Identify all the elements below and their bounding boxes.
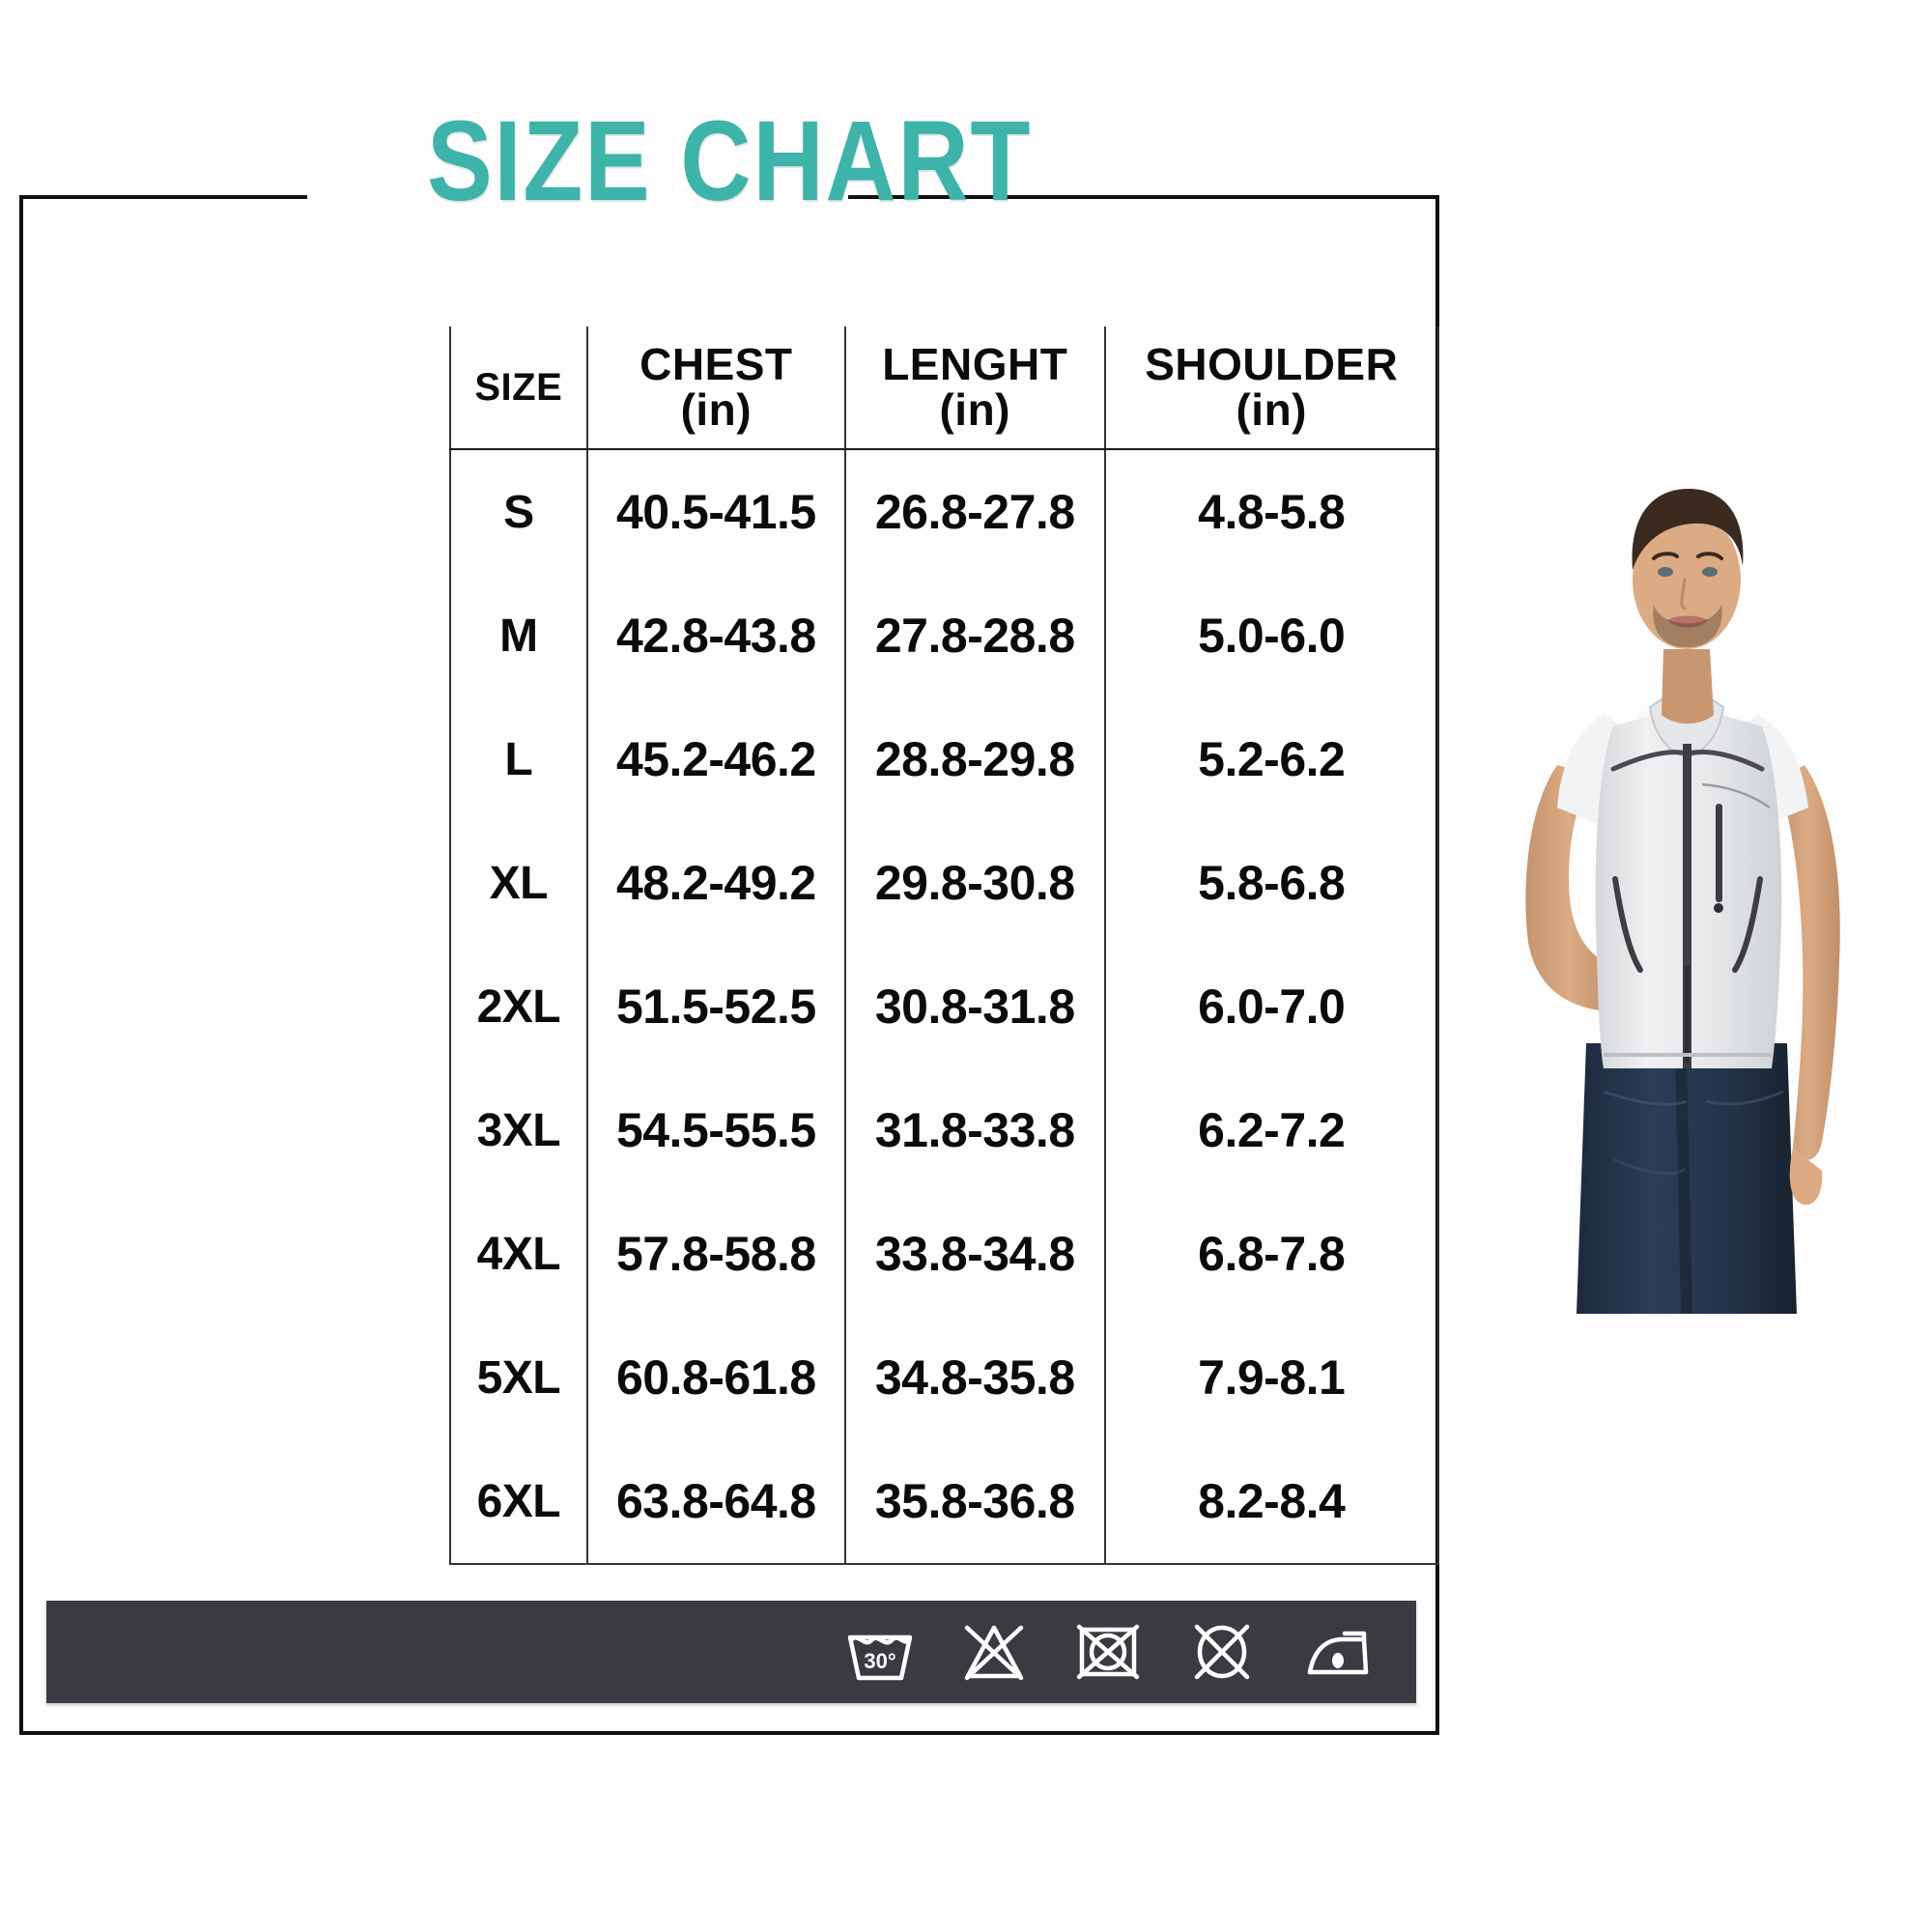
column-header-shoulder: SHOULDER (in)	[1103, 327, 1439, 450]
cell-size: L	[449, 697, 587, 821]
cell-size: M	[449, 574, 587, 697]
table-row: 6XL 63.8-64.8 35.8-36.8 8.2-8.4	[449, 1439, 1439, 1565]
column-header-chest-label: CHEST	[639, 339, 793, 390]
model-head	[1632, 489, 1744, 649]
cell-chest: 40.5-41.5	[585, 449, 845, 574]
table-row: 3XL 54.5-55.5 31.8-33.8 6.2-7.2	[449, 1068, 1439, 1192]
column-header-chest-unit: (in)	[680, 384, 753, 435]
do-not-tumble-dry-icon	[1076, 1624, 1140, 1680]
column-header-length: LENGHT (in)	[843, 327, 1105, 450]
table-row: XL 48.2-49.2 29.8-30.8 5.8-6.8	[449, 821, 1439, 945]
title-rule-gap	[307, 180, 848, 213]
size-table-body: S 40.5-41.5 26.8-27.8 4.8-5.8 M 42.8-43.8 27.8…	[449, 449, 1439, 1565]
do-not-bleach-icon	[964, 1625, 1024, 1681]
cell-size: 6XL	[449, 1439, 587, 1565]
size-chart-table: SIZE CHEST (in) LENGHT (in) SHOULDER (in…	[449, 327, 1439, 1565]
product-photo: Man wearing white zip-front vest over wh…	[1468, 425, 1913, 1314]
column-header-length-label: LENGHT	[882, 339, 1068, 390]
cell-shoulder: 7.9-8.1	[1103, 1316, 1439, 1439]
column-header-size: SIZE	[449, 327, 587, 450]
table-header-row: SIZE CHEST (in) LENGHT (in) SHOULDER (in…	[449, 327, 1439, 450]
cell-shoulder: 4.8-5.8	[1103, 449, 1439, 574]
table-row: 4XL 57.8-58.8 33.8-34.8 6.8-7.8	[449, 1192, 1439, 1316]
cell-length: 26.8-27.8	[843, 449, 1105, 574]
cell-size: S	[449, 449, 587, 574]
cell-chest: 57.8-58.8	[585, 1192, 845, 1316]
cell-length: 33.8-34.8	[843, 1192, 1105, 1316]
column-header-shoulder-label: SHOULDER	[1145, 339, 1399, 390]
table-row: L 45.2-46.2 28.8-29.8 5.2-6.2	[449, 697, 1439, 821]
cell-chest: 42.8-43.8	[585, 574, 845, 697]
cell-chest: 45.2-46.2	[585, 697, 845, 821]
cell-size: 3XL	[449, 1068, 587, 1192]
cell-shoulder: 5.8-6.8	[1103, 821, 1439, 945]
cell-length: 35.8-36.8	[843, 1439, 1105, 1565]
cell-shoulder: 6.2-7.2	[1103, 1068, 1439, 1192]
cell-shoulder: 5.2-6.2	[1103, 697, 1439, 821]
cell-length: 29.8-30.8	[843, 821, 1105, 945]
column-header-shoulder-unit: (in)	[1236, 384, 1307, 435]
cell-shoulder: 6.0-7.0	[1103, 945, 1439, 1068]
cell-shoulder: 8.2-8.4	[1103, 1439, 1439, 1565]
table-row: S 40.5-41.5 26.8-27.8 4.8-5.8	[449, 449, 1439, 574]
cell-length: 27.8-28.8	[843, 574, 1105, 697]
model-vest	[1595, 694, 1782, 1068]
model-neck	[1662, 649, 1714, 724]
cell-chest: 48.2-49.2	[585, 821, 845, 945]
cell-shoulder: 5.0-6.0	[1103, 574, 1439, 697]
cell-length: 34.8-35.8	[843, 1316, 1105, 1439]
page-title: SIZE CHART	[426, 98, 1033, 225]
cell-size: 4XL	[449, 1192, 587, 1316]
cell-size: XL	[449, 821, 587, 945]
iron-low-heat-icon	[1307, 1631, 1369, 1675]
cell-length: 31.8-33.8	[843, 1068, 1105, 1192]
do-not-dry-clean-icon	[1194, 1624, 1250, 1680]
cell-length: 28.8-29.8	[843, 697, 1105, 821]
table-row: 2XL 51.5-52.5 30.8-31.8 6.0-7.0	[449, 945, 1439, 1068]
column-header-size-label: SIZE	[474, 365, 563, 409]
cell-shoulder: 6.8-7.8	[1103, 1192, 1439, 1316]
cell-length: 30.8-31.8	[843, 945, 1105, 1068]
product-photo-description: Man wearing white zip-front vest over wh…	[1468, 1314, 1469, 1315]
machine-wash-temperature-label: 30°	[864, 1649, 895, 1673]
cell-chest: 54.5-55.5	[585, 1068, 845, 1192]
table-row: M 42.8-43.8 27.8-28.8 5.0-6.0	[449, 574, 1439, 697]
cell-size: 5XL	[449, 1316, 587, 1439]
model-jeans	[1577, 1043, 1797, 1314]
column-header-chest: CHEST (in)	[585, 327, 845, 450]
model-right-arm	[1777, 765, 1840, 1206]
cell-size: 2XL	[449, 945, 587, 1068]
cell-chest: 63.8-64.8	[585, 1439, 845, 1565]
cell-chest: 51.5-52.5	[585, 945, 845, 1068]
column-header-length-unit: (in)	[939, 384, 1010, 435]
cell-chest: 60.8-61.8	[585, 1316, 845, 1439]
machine-wash-30-icon: 30°	[847, 1634, 913, 1681]
table-row: 5XL 60.8-61.8 34.8-35.8 7.9-8.1	[449, 1316, 1439, 1439]
model-left-arm	[1525, 765, 1613, 1010]
care-icons-group: 30°	[844, 1601, 1399, 1703]
care-instructions-bar: 30°	[46, 1601, 1416, 1703]
